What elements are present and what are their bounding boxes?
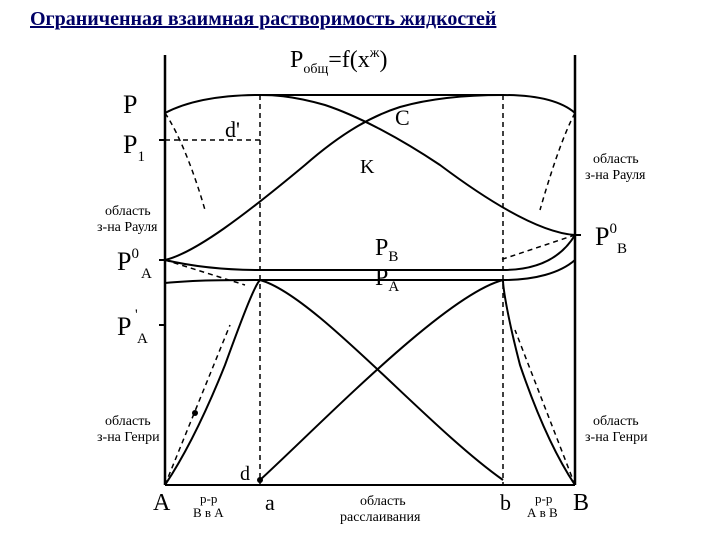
label-ptotal: Pобщ=f(xж): [290, 46, 387, 77]
label-PAp: P: [117, 312, 131, 341]
label-P1: P1: [123, 130, 145, 165]
label-henry-right: область з-на Генри: [585, 414, 648, 445]
label-sol-left: р-р В в А: [193, 491, 224, 520]
label-d: d: [240, 463, 250, 485]
label-raoult-left: область з-на Рауля: [97, 204, 158, 235]
label-PAp-sup: ': [135, 307, 138, 323]
label-PB: PB: [375, 235, 398, 265]
label-P: P: [123, 90, 137, 119]
label-PA0-sub: A: [141, 266, 152, 282]
label-C: C: [395, 105, 410, 130]
phase-diagram: Pобщ=f(xж) P P1 P0 A P ' A область з-на …: [45, 35, 675, 535]
label-henry-left: область з-на Генри: [97, 414, 160, 445]
label-PA0: P0: [117, 246, 139, 276]
label-raoult-right: область з-на Рауля: [585, 152, 646, 183]
label-K: K: [360, 156, 375, 178]
label-sol-right: р-р А в В: [527, 491, 558, 520]
label-PAp-sub: A: [137, 331, 148, 347]
label-PB0-sub: B: [617, 241, 627, 257]
label-PB0: P0: [595, 221, 617, 251]
label-B: B: [573, 490, 589, 516]
page-title: Ограниченная взаимная растворимость жидк…: [30, 8, 496, 31]
label-dprime: d': [225, 117, 240, 142]
label-separation: область расслаивания: [340, 494, 421, 525]
label-a: a: [265, 490, 275, 515]
label-b: b: [500, 490, 511, 515]
label-A: A: [153, 490, 171, 516]
